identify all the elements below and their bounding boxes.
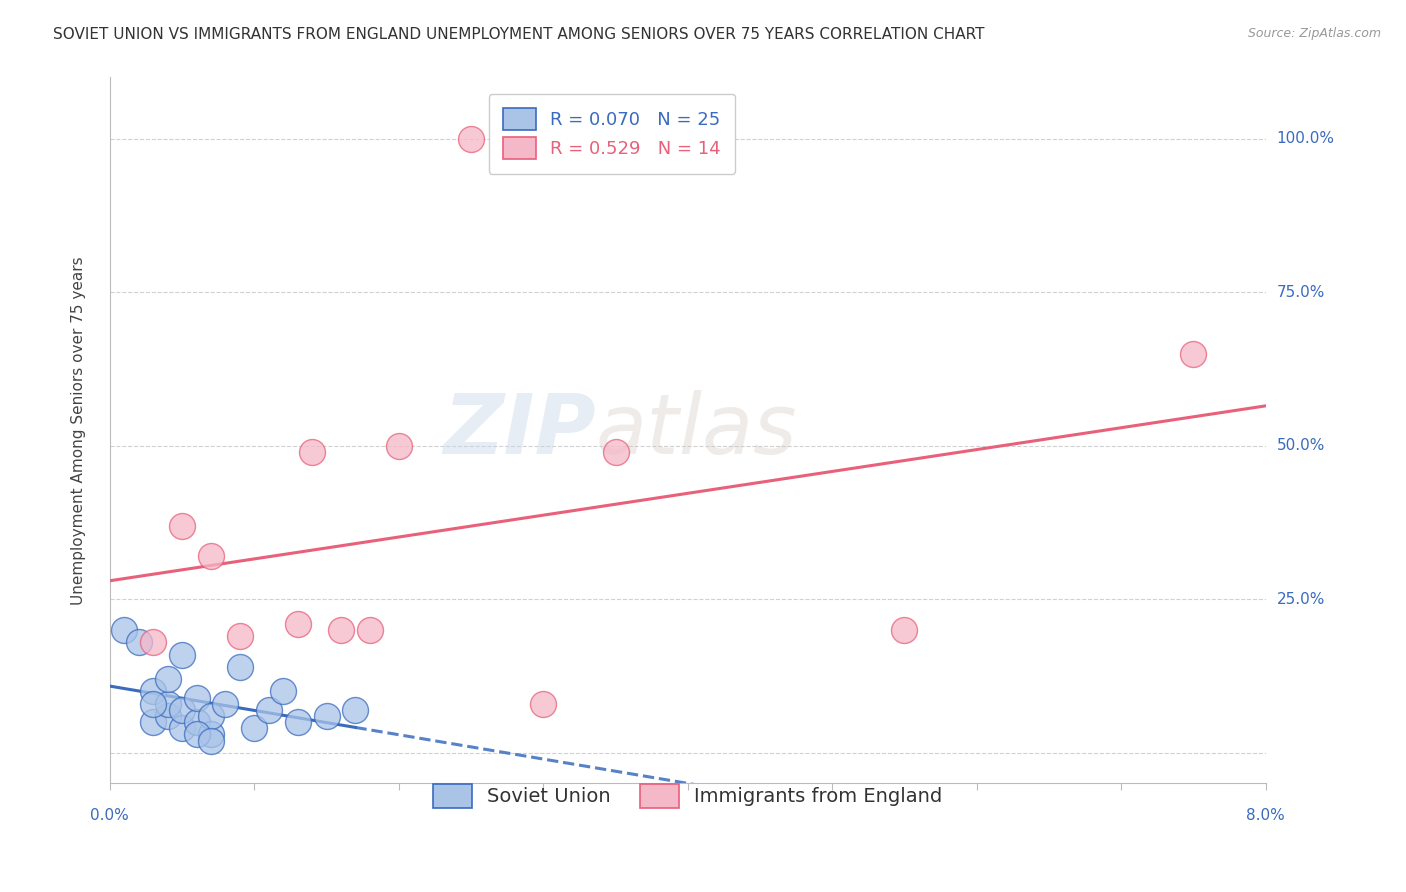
Point (156, 697, 179, 711)
Text: 50.0%: 50.0% (1277, 438, 1324, 453)
Point (142, 684, 165, 698)
Text: SOVIET UNION VS IMMIGRANTS FROM ENGLAND UNEMPLOYMENT AMONG SENIORS OVER 75 YEARS: SOVIET UNION VS IMMIGRANTS FROM ENGLAND … (53, 27, 986, 42)
Point (186, 715, 208, 730)
Point (287, 616, 309, 631)
Point (531, 697, 554, 711)
Point (388, 439, 411, 453)
Point (172, 648, 194, 662)
Text: 8.0%: 8.0% (1246, 808, 1285, 823)
Point (214, 697, 236, 711)
Text: Source: ZipAtlas.com: Source: ZipAtlas.com (1247, 27, 1381, 40)
Point (257, 703, 280, 717)
Text: atlas: atlas (595, 390, 797, 471)
Point (112, 623, 135, 637)
Point (128, 635, 150, 649)
Point (200, 709, 222, 723)
Point (186, 727, 208, 741)
Point (301, 445, 323, 459)
Point (271, 684, 294, 698)
Text: 75.0%: 75.0% (1277, 285, 1324, 300)
Point (893, 623, 915, 637)
Point (344, 703, 367, 717)
Point (605, 445, 627, 459)
Point (186, 690, 208, 705)
Point (156, 672, 179, 686)
Point (330, 623, 353, 637)
Text: 25.0%: 25.0% (1277, 591, 1324, 607)
Point (359, 623, 381, 637)
Text: ZIP: ZIP (443, 390, 595, 471)
Point (1182, 347, 1205, 361)
Point (243, 721, 266, 735)
Point (142, 635, 165, 649)
Point (200, 733, 222, 747)
Y-axis label: Unemployment Among Seniors over 75 years: Unemployment Among Seniors over 75 years (72, 256, 86, 605)
Point (229, 660, 252, 674)
Point (315, 709, 337, 723)
Point (200, 727, 222, 741)
Point (172, 721, 194, 735)
Point (142, 715, 165, 730)
Legend: Soviet Union, Immigrants from England: Soviet Union, Immigrants from England (418, 768, 959, 823)
Point (229, 629, 252, 643)
Point (200, 549, 222, 564)
Point (156, 709, 179, 723)
Point (287, 715, 309, 730)
Point (172, 703, 194, 717)
Text: 0.0%: 0.0% (90, 808, 129, 823)
Point (142, 697, 165, 711)
Text: 100.0%: 100.0% (1277, 131, 1334, 146)
Point (172, 518, 194, 533)
Point (460, 132, 482, 146)
